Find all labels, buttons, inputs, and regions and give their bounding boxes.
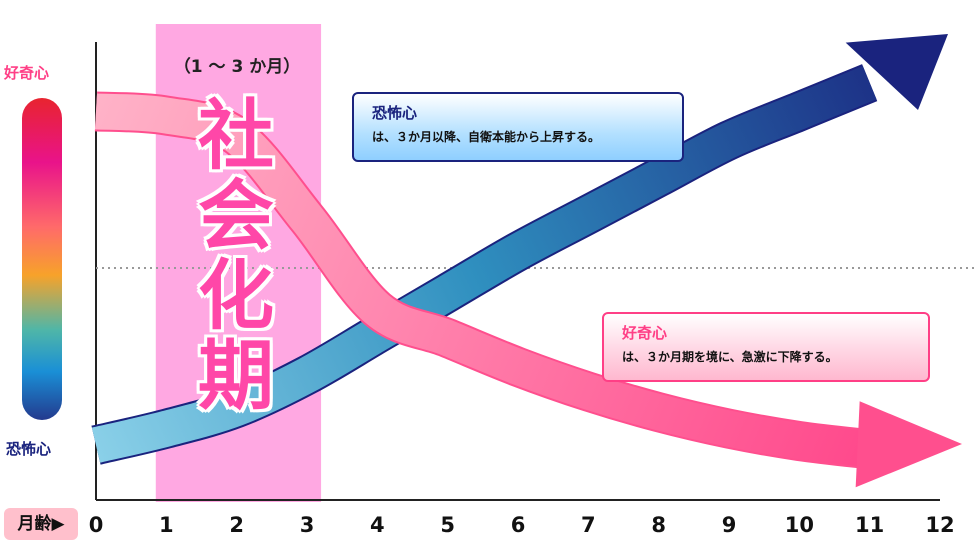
x-tick-label: 9 bbox=[722, 513, 737, 537]
fear-annotation-text: は、３か月以降、自衛本能から上昇する。 bbox=[372, 130, 601, 144]
x-tick-label: 10 bbox=[785, 513, 814, 537]
curiosity-annotation-title: 好奇心 bbox=[622, 324, 668, 342]
curiosity-series-band bbox=[94, 93, 872, 468]
period-range-label: （1 ～ 3 か月） bbox=[173, 57, 301, 77]
x-tick-label: 1 bbox=[159, 513, 174, 537]
x-tick-label: 12 bbox=[925, 513, 954, 537]
curiosity-series-arrowhead bbox=[855, 401, 962, 488]
intensity-scale-bar bbox=[22, 98, 62, 420]
fear-series-arrowhead bbox=[845, 34, 948, 110]
x-tick-label: 8 bbox=[651, 513, 666, 537]
socialization-period-label: 社会化期 bbox=[198, 91, 274, 420]
curiosity-annotation: 好奇心 は、３か月期を境に、急激に下降する。 bbox=[602, 312, 930, 382]
fear-series-band bbox=[91, 65, 877, 463]
x-tick-label: 0 bbox=[89, 513, 104, 537]
x-axis-label: 月齢▶ bbox=[4, 508, 78, 540]
x-tick-label: 7 bbox=[581, 513, 596, 537]
x-tick-label: 3 bbox=[300, 513, 315, 537]
x-tick-label: 2 bbox=[229, 513, 244, 537]
curiosity-annotation-text: は、３か月期を境に、急激に下降する。 bbox=[622, 350, 838, 364]
fear-annotation-title: 恐怖心 bbox=[372, 104, 418, 122]
x-tick-label: 5 bbox=[440, 513, 455, 537]
fear-annotation: 恐怖心 は、３か月以降、自衛本能から上昇する。 bbox=[352, 92, 684, 162]
x-tick-label: 6 bbox=[511, 513, 526, 537]
x-tick-label: 4 bbox=[370, 513, 385, 537]
y-top-label: 好奇心 bbox=[4, 64, 50, 82]
y-bottom-label: 恐怖心 bbox=[6, 440, 52, 458]
x-tick-label: 11 bbox=[855, 513, 884, 537]
